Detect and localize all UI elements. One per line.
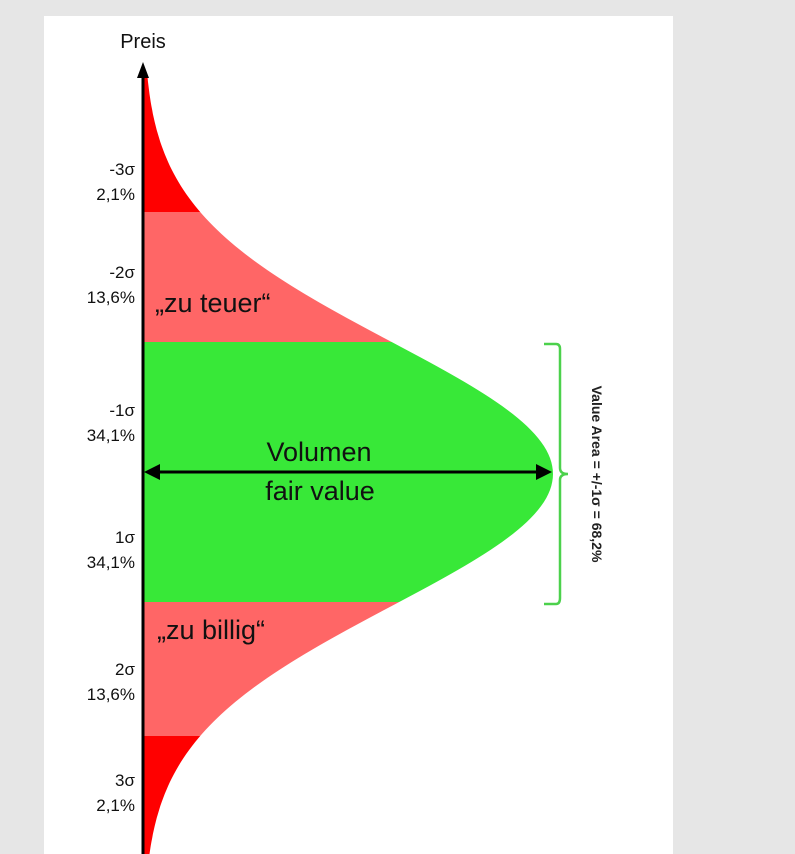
band-minus1-sigma: -1σ [109,401,135,420]
price-axis-arrowhead [137,62,149,78]
volume-arrow-left-head [144,464,160,480]
band-minus2-percent: 13,6% [87,288,135,307]
band-minus2-area [143,212,553,342]
zone-expensive-label: „zu teuer“ [155,288,271,318]
volume-label: Volumen [266,437,371,467]
bell-curve [143,78,553,854]
price-axis-label: Preis [120,31,166,53]
band-minus2-sigma: -2σ [109,263,135,282]
band-minus3-area [143,78,553,212]
volume-arrow-right-head [536,464,552,480]
band-plus3-sigma: 3σ [115,771,135,790]
band-plus1-percent: 34,1% [87,553,135,572]
band-plus1-sigma: 1σ [115,528,135,547]
fair-value-label: fair value [265,476,375,506]
zone-cheap-label: „zu billig“ [157,615,265,645]
value-area-bracket [544,342,569,606]
band-plus2-sigma: 2σ [115,660,135,679]
diagram-svg: Preis -3σ 2,1% -2σ 13,6% -1σ 34,1% 1σ 34… [87,31,605,854]
band-minus1-percent: 34,1% [87,426,135,445]
band-plus3-area [143,736,553,854]
band-minus3-percent: 2,1% [96,185,135,204]
band-minus3-sigma: -3σ [109,160,135,179]
band-plus3-percent: 2,1% [96,796,135,815]
band-plus2-percent: 13,6% [87,685,135,704]
value-area-label: Value Area = +/-1σ = 68,2% [589,386,605,563]
distribution-diagram: Preis -3σ 2,1% -2σ 13,6% -1σ 34,1% 1σ 34… [44,16,673,854]
